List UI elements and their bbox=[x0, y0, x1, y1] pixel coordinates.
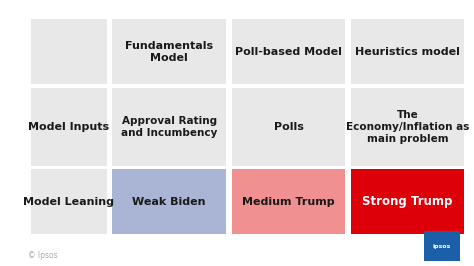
Text: Model Leaning: Model Leaning bbox=[24, 197, 115, 207]
Text: Poll-based Model: Poll-based Model bbox=[235, 47, 342, 57]
FancyBboxPatch shape bbox=[112, 19, 226, 84]
Text: The
Economy/Inflation as
main problem: The Economy/Inflation as main problem bbox=[346, 110, 469, 144]
FancyBboxPatch shape bbox=[351, 88, 464, 166]
Text: Fundamentals
Model: Fundamentals Model bbox=[125, 41, 213, 63]
FancyBboxPatch shape bbox=[31, 169, 107, 234]
Text: Medium Trump: Medium Trump bbox=[242, 197, 335, 207]
FancyBboxPatch shape bbox=[422, 230, 462, 262]
FancyBboxPatch shape bbox=[31, 19, 107, 84]
Text: Polls: Polls bbox=[273, 122, 303, 132]
FancyBboxPatch shape bbox=[232, 88, 345, 166]
Text: Approval Rating
and Incumbency: Approval Rating and Incumbency bbox=[121, 116, 218, 138]
FancyBboxPatch shape bbox=[112, 88, 226, 166]
FancyBboxPatch shape bbox=[232, 169, 345, 234]
Text: Model Inputs: Model Inputs bbox=[28, 122, 109, 132]
Text: © Ipsos: © Ipsos bbox=[28, 251, 58, 260]
FancyBboxPatch shape bbox=[31, 88, 107, 166]
Text: ipsos: ipsos bbox=[433, 244, 451, 248]
FancyBboxPatch shape bbox=[351, 169, 464, 234]
Text: Weak Biden: Weak Biden bbox=[132, 197, 206, 207]
Text: Strong Trump: Strong Trump bbox=[362, 195, 453, 208]
FancyBboxPatch shape bbox=[232, 19, 345, 84]
FancyBboxPatch shape bbox=[112, 169, 226, 234]
Text: Heuristics model: Heuristics model bbox=[355, 47, 460, 57]
FancyBboxPatch shape bbox=[351, 19, 464, 84]
